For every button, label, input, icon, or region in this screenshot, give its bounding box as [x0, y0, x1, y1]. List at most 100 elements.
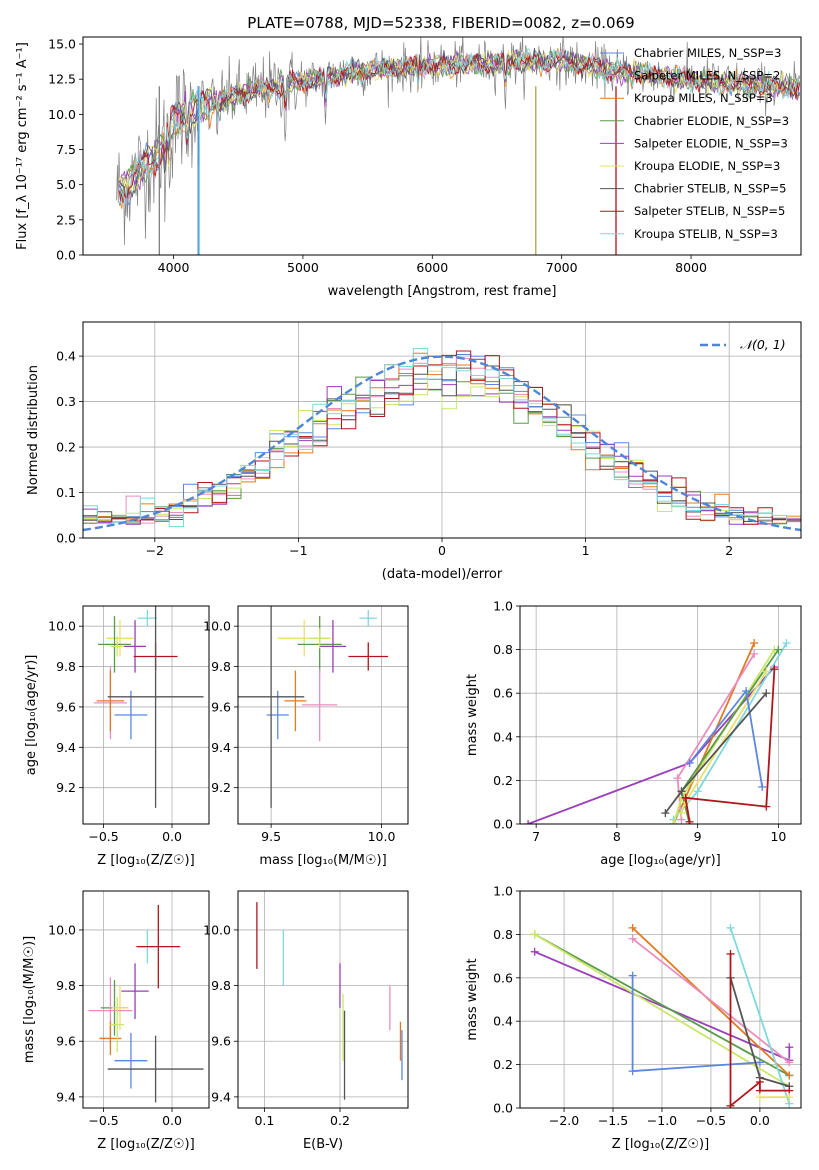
- axes-frame: [519, 890, 802, 1109]
- y-tick-label: 9.6: [211, 1034, 231, 1049]
- y-axis-label: mass [log₁₀(M/M☉)]: [22, 936, 37, 1063]
- x-tick-label: 1: [582, 543, 590, 558]
- age-vs-metallicity-panel-plot-area: [93, 606, 204, 808]
- y-tick-label: 0.3: [56, 394, 76, 409]
- y-tick-label: 0.8: [493, 927, 513, 942]
- y-tick-label: 0.0: [56, 531, 76, 546]
- x-axis-label: wavelength [Angstrom, rest frame]: [328, 284, 557, 299]
- y-tick-label: 9.8: [211, 978, 231, 993]
- weight-series-line: [684, 669, 776, 822]
- y-axis-label: Normed distribution: [26, 365, 41, 495]
- x-tick-label: −1.0: [647, 1113, 677, 1128]
- x-tick-label: 0.0: [162, 1113, 182, 1128]
- legend-entry: Salpeter MILES, N_SSP=2: [634, 69, 780, 83]
- axes-frame: [82, 890, 210, 1109]
- y-tick-label: 10.0: [48, 107, 76, 122]
- x-tick-label: −2: [146, 543, 164, 558]
- axes-frame: [82, 605, 210, 825]
- y-tick-label: 9.2: [211, 780, 231, 795]
- y-tick-label: 15.0: [48, 37, 76, 52]
- y-tick-label: 0.2: [493, 773, 513, 788]
- x-tick-label: 8000: [675, 260, 707, 275]
- y-axis-label: mass weight: [465, 958, 480, 1040]
- x-tick-label: −1.5: [598, 1113, 628, 1128]
- x-tick-label: 0: [438, 543, 446, 558]
- y-tick-label: 9.8: [56, 978, 76, 993]
- y-tick-label: 1.0: [493, 599, 513, 614]
- x-axis-label: age [log₁₀(age/yr)]: [600, 853, 721, 868]
- y-tick-label: 12.5: [48, 72, 76, 87]
- x-axis-label: Z [log₁₀(Z/Z☉)]: [97, 1137, 194, 1152]
- y-tick-label: 9.8: [56, 659, 76, 674]
- y-tick-label: 9.6: [211, 699, 231, 714]
- y-tick-label: 0.2: [493, 1057, 513, 1072]
- weight-series-line: [632, 937, 790, 1064]
- y-tick-label: 0.0: [493, 817, 513, 832]
- legend-entry: Chabrier ELODIE, N_SSP=3: [634, 114, 789, 128]
- x-tick-label: −0.5: [88, 829, 118, 844]
- residual-histogram-panel: −2 −1 0 1 2 0.0 0.1 0.2 0.3 0.4 (data-model)/error…: [26, 321, 802, 582]
- y-tick-label: 0.1: [56, 485, 76, 500]
- y-tick-label: 9.8: [211, 659, 231, 674]
- y-tick-label: 9.2: [56, 780, 76, 795]
- y-axis-label: age [log₁₀(age/yr)]: [24, 655, 39, 776]
- x-tick-label: 5000: [287, 260, 319, 275]
- histogram-plot-area: [83, 348, 801, 532]
- x-tick-label: 6000: [416, 260, 448, 275]
- axes-frame: [82, 36, 802, 256]
- y-tick-label: 0.8: [493, 642, 513, 657]
- x-axis-label: Z [log₁₀(Z/Z☉)]: [97, 853, 194, 868]
- axes-frame: [519, 605, 802, 825]
- x-tick-label: 9: [694, 829, 702, 844]
- age-vs-metallicity-panel: −0.5 0.0 9.2 9.4 9.6 9.8 10.0 Z [log₁₀(Z/Z☉)] ag…: [24, 605, 210, 868]
- x-tick-label: 7000: [546, 260, 578, 275]
- mass-vs-extinction-panel-plot-area: [256, 902, 403, 1100]
- x-tick-label: 0.2: [330, 1113, 350, 1128]
- y-tick-label: 10.0: [203, 619, 231, 634]
- y-tick-label: 9.4: [211, 740, 231, 755]
- age-vs-mass-panel-plot-area: [238, 606, 389, 808]
- x-tick-label: 10.0: [368, 829, 396, 844]
- y-tick-label: 0.4: [56, 349, 76, 364]
- y-tick-label: 1.0: [493, 884, 513, 899]
- y-tick-label: 10.0: [48, 922, 76, 937]
- weight-series-line: [534, 933, 790, 1088]
- y-tick-label: 9.6: [56, 1034, 76, 1049]
- weight-series-line: [534, 933, 790, 1077]
- y-tick-label: 9.6: [56, 699, 76, 714]
- y-tick-label: 7.5: [56, 142, 76, 157]
- x-tick-label: 0.1: [254, 1113, 274, 1128]
- y-tick-label: 0.4: [493, 729, 513, 744]
- y-axis-label: mass weight: [465, 674, 480, 756]
- x-axis-label: Z [log₁₀(Z/Z☉)]: [612, 1137, 709, 1152]
- x-tick-label: −0.5: [88, 1113, 118, 1128]
- axes-frame: [82, 321, 802, 539]
- mass-weight-vs-metallicity-panel: −2.0 −1.5 −1.0 −0.5 0.0 0.0 0.2 0.4 0.6 0.8 1.0 Z […: [465, 884, 802, 1152]
- figure-title: PLATE=0788, MJD=52338, FIBERID=0082, z=0…: [247, 14, 634, 32]
- x-axis-label: (data-model)/error: [382, 567, 503, 582]
- y-tick-label: 9.4: [211, 1089, 231, 1104]
- x-tick-label: 4000: [158, 260, 190, 275]
- x-tick-label: −1: [289, 543, 307, 558]
- axes-frame: [237, 605, 409, 825]
- weight-series-line: [527, 666, 776, 824]
- y-tick-label: 0.0: [493, 1101, 513, 1116]
- legend-entry: Salpeter STELIB, N_SSP=5: [634, 204, 785, 218]
- y-tick-label: 10.0: [203, 922, 231, 937]
- residual-histogram: [83, 350, 801, 525]
- x-axis-label: mass [log₁₀(M/M☉)]: [259, 853, 386, 868]
- legend-entry: 𝒩(0, 1): [740, 337, 786, 352]
- y-tick-label: 2.5: [56, 212, 76, 227]
- legend-entry: Chabrier MILES, N_SSP=3: [634, 46, 781, 60]
- weight-series-line: [631, 927, 790, 1077]
- mass-vs-metallicity-panel: −0.5 0.0 9.4 9.6 9.8 10.0 Z [log₁₀(Z/Z☉)] mass …: [22, 890, 210, 1152]
- mass-weight-vs-metallicity-panel-plot-area: [530, 923, 794, 1108]
- x-tick-label: 2: [725, 543, 733, 558]
- x-tick-label: 0.0: [162, 829, 182, 844]
- y-tick-label: 0.6: [493, 970, 513, 985]
- y-axis-label: Flux [f_λ 10⁻¹⁷ erg cm⁻² s⁻¹ A⁻¹]: [15, 42, 30, 250]
- weight-series-line: [729, 927, 791, 1104]
- x-tick-label: 0.0: [750, 1113, 770, 1128]
- y-tick-label: 0.0: [56, 248, 76, 263]
- axes-frame: [237, 890, 409, 1109]
